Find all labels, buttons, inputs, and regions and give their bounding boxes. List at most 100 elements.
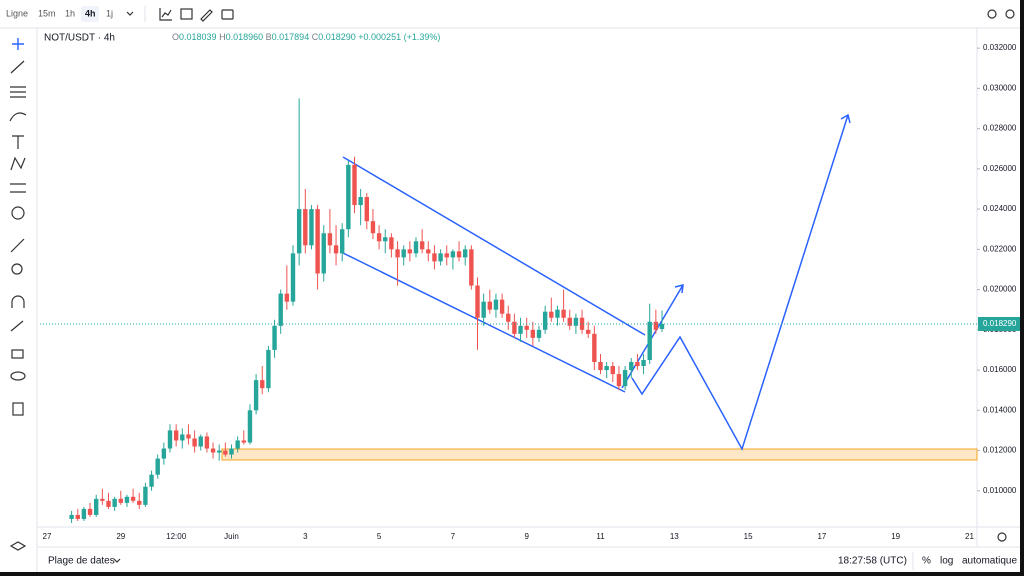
x-tick-label: 17 xyxy=(817,532,826,541)
pattern-icon[interactable] xyxy=(10,156,26,171)
text-icon[interactable] xyxy=(12,135,24,149)
candle-body xyxy=(87,508,93,515)
brush-icon[interactable] xyxy=(9,112,27,122)
candle-body xyxy=(149,474,154,487)
candle-body xyxy=(223,450,228,455)
candle-body xyxy=(647,321,652,360)
ohlc-label: H xyxy=(219,32,226,42)
lock-icon[interactable] xyxy=(11,349,24,359)
interval[interactable]: 1j xyxy=(106,8,113,18)
candle-body xyxy=(296,209,302,254)
candle-body xyxy=(592,333,597,363)
candle-body xyxy=(518,325,523,334)
chart-style[interactable]: Ligne xyxy=(6,8,28,18)
ohlc-label: C xyxy=(312,32,319,42)
forecast-icon[interactable] xyxy=(10,183,26,193)
y-tick-label: 0.012000 xyxy=(983,446,1017,455)
candle-body xyxy=(180,434,185,441)
candle-body xyxy=(284,293,290,302)
date-range[interactable]: Plage de dates xyxy=(48,556,115,567)
candle-body xyxy=(586,329,591,334)
x-tick-label: 12:00 xyxy=(166,532,187,541)
dropdown-icon[interactable] xyxy=(113,558,121,563)
emoji-icon[interactable] xyxy=(11,206,25,220)
candle-body xyxy=(389,237,394,250)
ohlc-value: 0.018960 xyxy=(226,32,264,42)
candle-body xyxy=(481,301,486,318)
screen-edge xyxy=(1020,0,1024,576)
snapshot-icon[interactable] xyxy=(221,9,234,20)
candle-body xyxy=(573,317,579,326)
candle-body xyxy=(653,321,659,330)
candle-body xyxy=(309,209,314,246)
candle-body xyxy=(235,440,240,449)
ohlc-label: O xyxy=(172,32,179,42)
candle-body xyxy=(106,500,111,507)
candle-body xyxy=(204,436,210,449)
candle-body xyxy=(506,313,511,322)
interval[interactable]: 4h xyxy=(85,8,96,18)
candle-body xyxy=(229,448,234,455)
layers-icon[interactable] xyxy=(9,541,27,551)
candle-body xyxy=(604,366,609,371)
y-tick-label: 0.030000 xyxy=(983,83,1017,92)
crosshair-icon[interactable] xyxy=(12,38,24,50)
candle-body xyxy=(444,253,449,258)
candle-body xyxy=(290,253,296,302)
candle-body xyxy=(352,164,357,206)
candle-body xyxy=(247,410,253,443)
candle-body xyxy=(69,514,74,519)
x-tick-label: 13 xyxy=(670,532,679,541)
axis-settings-icon[interactable] xyxy=(997,532,1007,542)
magnet-icon[interactable] xyxy=(11,295,25,308)
candle-body xyxy=(616,374,622,387)
x-tick-label: 15 xyxy=(744,532,753,541)
candle-body xyxy=(542,311,548,330)
candle-body xyxy=(217,450,222,453)
x-tick-label: Juin xyxy=(224,532,239,541)
dropdown-icon[interactable] xyxy=(126,11,134,16)
candle-body xyxy=(567,317,572,326)
breakout-arrow xyxy=(621,284,684,389)
y-tick-label: 0.026000 xyxy=(983,164,1017,173)
candle-body xyxy=(512,321,517,334)
indicator-icon[interactable] xyxy=(159,8,172,21)
visibility-icon[interactable] xyxy=(10,371,26,381)
reset-icon[interactable] xyxy=(987,9,997,19)
compare-icon[interactable] xyxy=(180,8,193,20)
zoom-icon[interactable] xyxy=(11,263,23,275)
x-tick-label: 5 xyxy=(377,532,382,541)
percent-toggle[interactable]: % xyxy=(922,556,931,567)
candle-body xyxy=(253,380,259,411)
y-tick-label: 0.020000 xyxy=(983,285,1017,294)
candle-body xyxy=(610,366,615,375)
settings-icon[interactable] xyxy=(1005,9,1015,19)
log-toggle[interactable]: log xyxy=(940,556,953,567)
ohlc-label: B xyxy=(266,32,272,42)
interval[interactable]: 15m xyxy=(38,8,56,18)
candle-body xyxy=(456,251,462,258)
candle-body xyxy=(266,349,271,389)
candle-body xyxy=(475,285,480,318)
trendline-icon[interactable] xyxy=(10,60,25,74)
candle-body xyxy=(622,370,628,387)
x-tick-label: 7 xyxy=(451,532,456,541)
candle-body xyxy=(598,362,603,371)
trash-icon[interactable] xyxy=(12,402,24,416)
candle-body xyxy=(579,317,585,330)
interval[interactable]: 1h xyxy=(65,8,75,18)
draw-icon[interactable] xyxy=(200,9,213,22)
change: +0.000251 (+1.39%) xyxy=(358,32,440,42)
candle-body xyxy=(401,249,406,258)
fib-icon[interactable] xyxy=(10,86,26,98)
lock-draw-icon[interactable] xyxy=(10,320,24,332)
last-price-box xyxy=(978,316,1020,331)
auto-toggle[interactable]: automatique xyxy=(962,556,1017,567)
candle-body xyxy=(395,249,400,258)
candle-body xyxy=(173,430,179,441)
candle-body xyxy=(555,309,560,318)
ruler-icon[interactable] xyxy=(10,238,25,253)
candle-body xyxy=(493,299,499,310)
